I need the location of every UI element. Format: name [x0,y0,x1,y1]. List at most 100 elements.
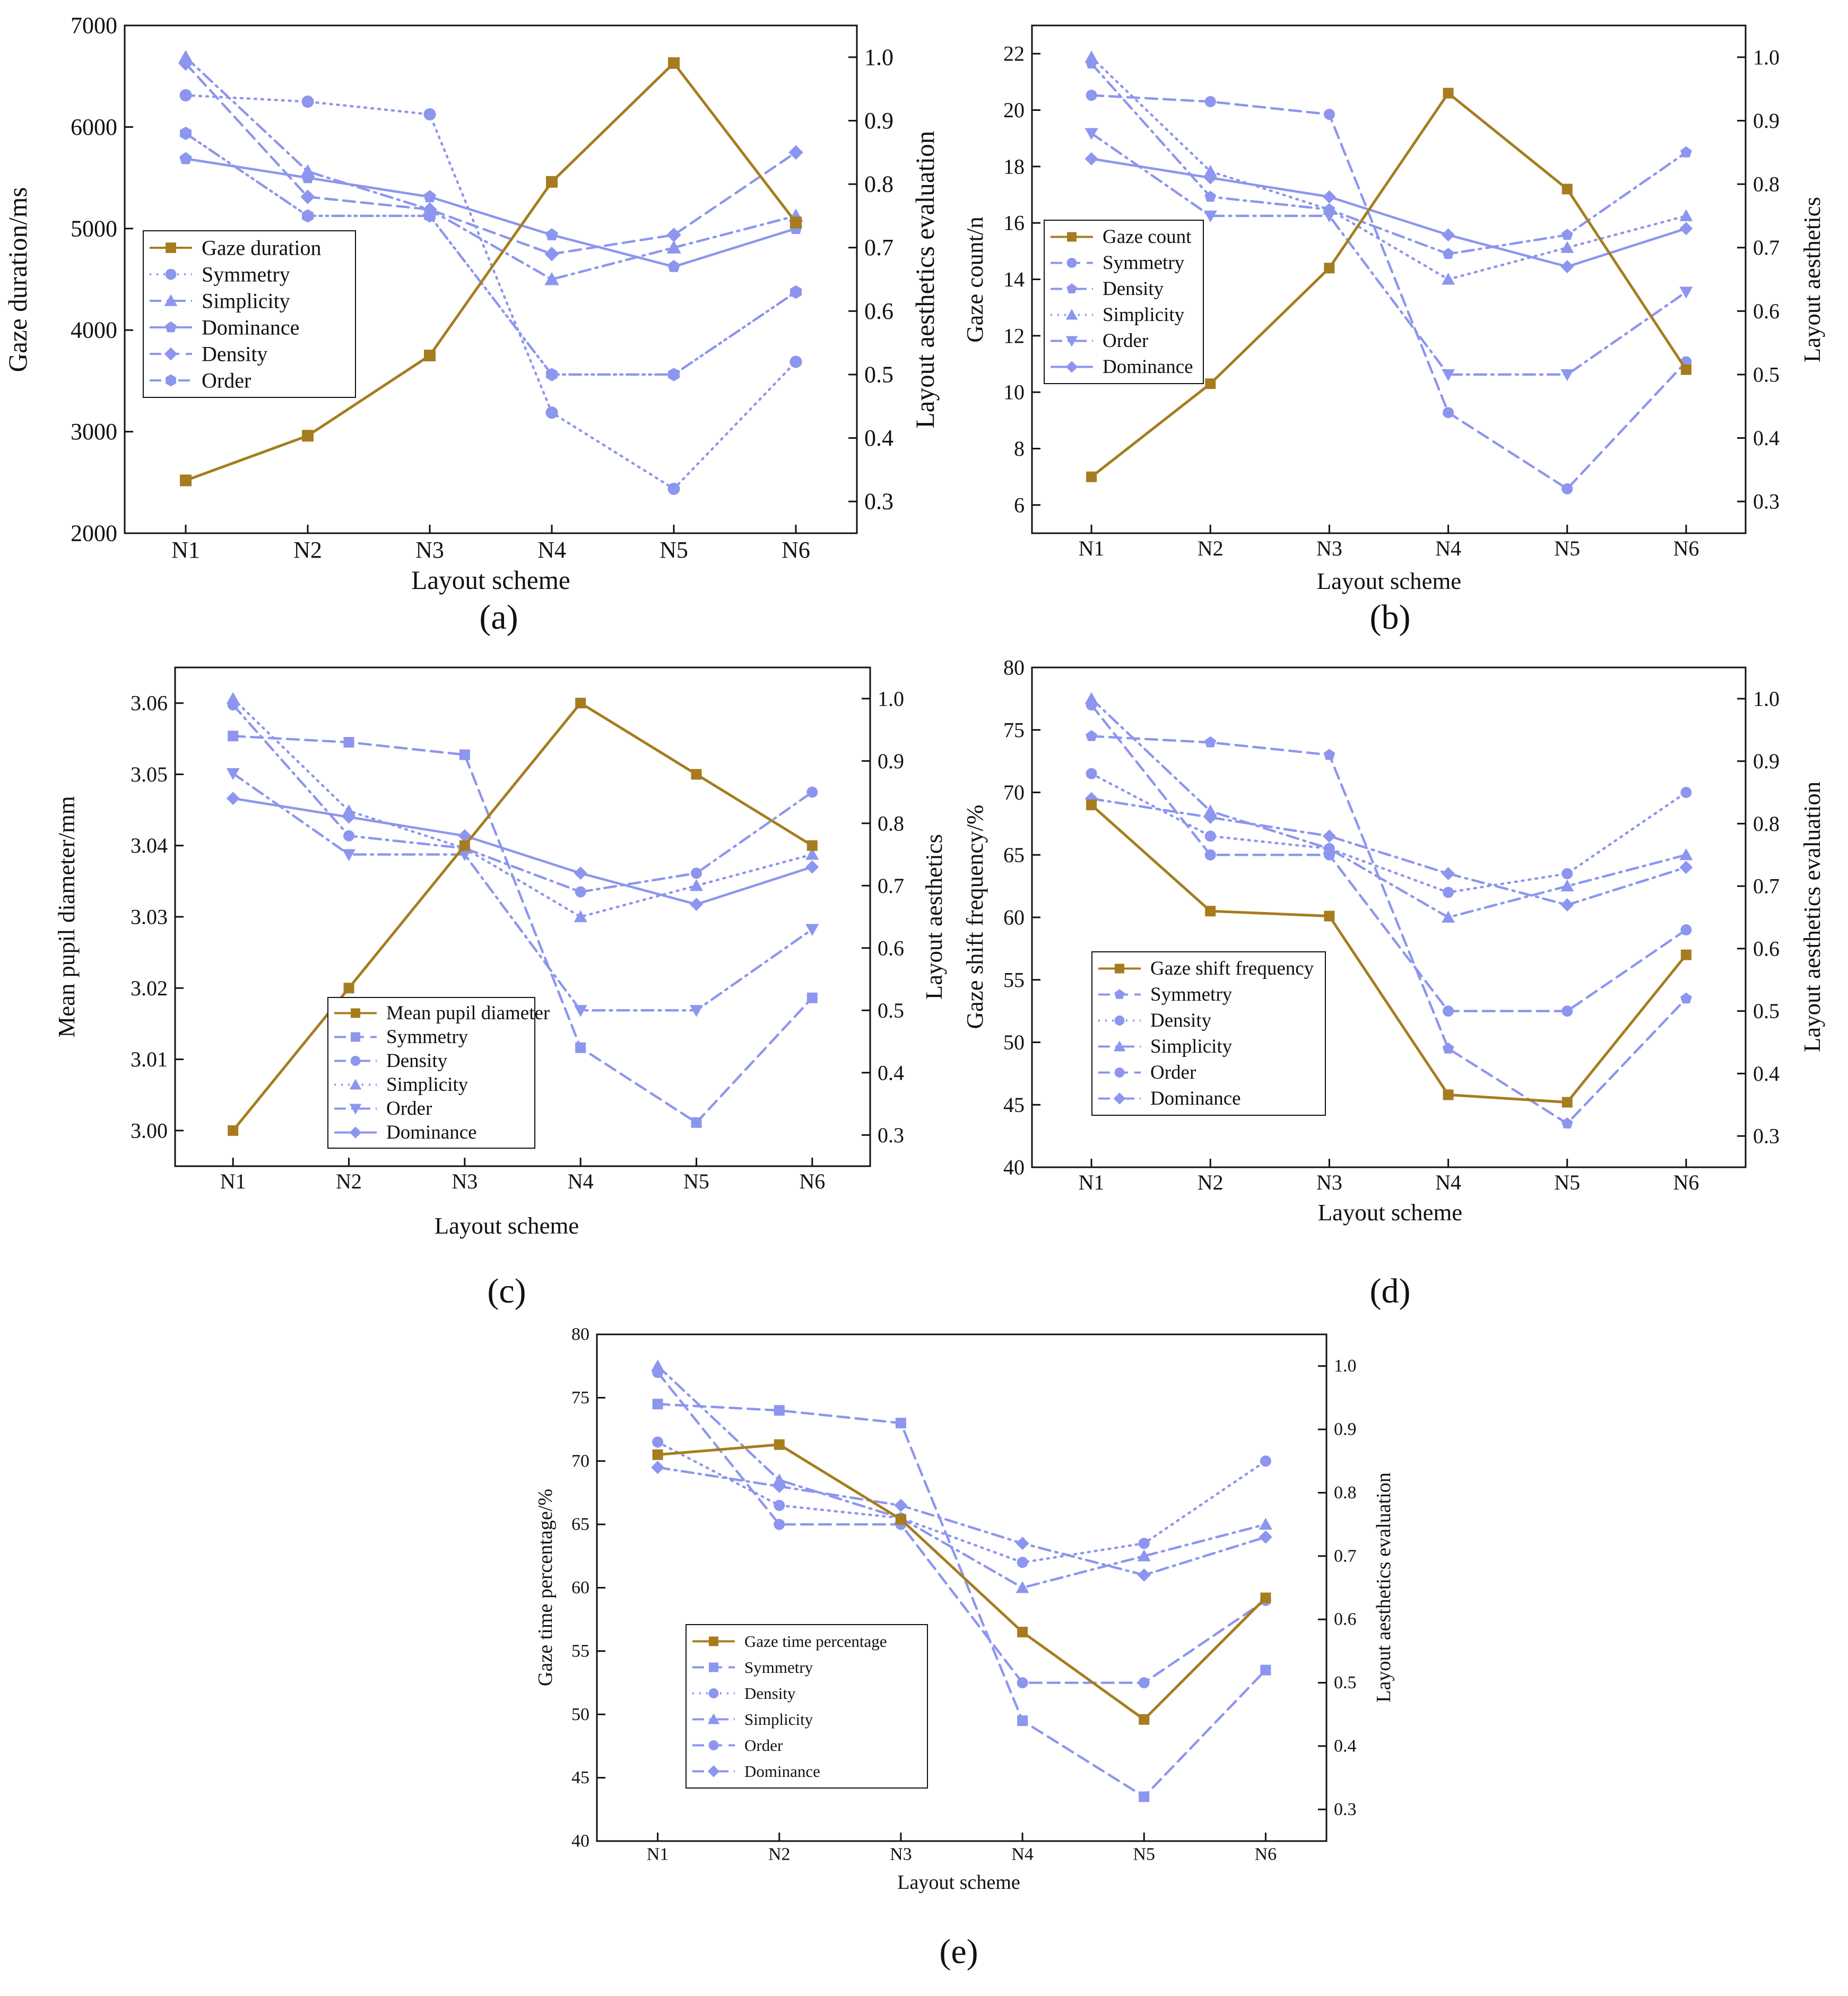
y-right-tick-label: 0.5 [864,361,893,387]
legend-label: Order [202,369,251,393]
data-point [1442,910,1455,923]
data-point [666,228,681,242]
legend-swatch-marker [351,1008,360,1018]
data-point [424,350,436,362]
y-right-axis-title: Layout aesthetics [1799,197,1825,362]
data-point [1680,787,1692,798]
data-point [1138,1677,1150,1689]
y-right-tick-label: 0.6 [878,936,904,960]
y-right-tick-label: 0.5 [878,999,904,1022]
series-density [1086,768,1692,898]
y-tick-label: 4000 [71,317,117,343]
data-point [226,768,240,780]
data-point [1016,1537,1029,1550]
data-point [894,1498,908,1512]
data-point [789,355,802,368]
legend-box [1044,220,1204,384]
y-tick-label: 45 [571,1768,589,1787]
data-point [574,910,587,922]
data-point [1680,949,1691,960]
legend-label: Density [744,1684,796,1703]
legend-label: Dominance [744,1762,820,1781]
series-line [1090,772,1688,894]
legend: Mean pupil diameterSymmetryDensitySimpli… [327,997,550,1149]
series-line [231,797,814,906]
legend-swatch-marker [1065,309,1078,320]
y-right-tick-label: 0.3 [1753,490,1780,514]
y-tick-label: 12 [1003,324,1025,348]
data-point [574,1005,587,1017]
y-axis-title: Gaze time percentage/% [534,1489,557,1686]
series-primary [1086,88,1691,482]
legend-swatch-marker [165,268,177,280]
data-point [1086,730,1097,741]
x-tick-label: N3 [1316,536,1342,560]
series-symmetry [1086,730,1692,1129]
series-line [185,61,797,482]
data-point [788,145,803,160]
y-tick-label: 70 [1003,780,1025,804]
data-point [228,731,239,742]
y-right-axis-title: Layout aesthetics [921,834,947,1000]
series-line [1090,735,1688,1125]
y-tick-label: 80 [571,1325,589,1344]
x-tick-label: N5 [1133,1845,1155,1864]
data-point [1203,811,1217,825]
series-line [656,1466,1267,1576]
data-point [1084,152,1098,166]
data-point [773,1473,786,1486]
legend-box [327,997,535,1149]
legend-swatch-marker [166,242,176,253]
data-point [180,474,192,487]
data-point [1322,829,1336,843]
data-point [178,56,193,71]
y-axis-title: Gaze shift frequency/% [961,805,988,1029]
data-point [652,1367,664,1378]
x-tick-label: N4 [1435,1170,1461,1194]
x-tick-label: N6 [782,537,810,563]
data-point [1322,210,1336,223]
data-point [690,879,703,891]
data-point [1086,768,1097,779]
legend-label: Simplicity [1103,304,1185,326]
x-tick-label: N2 [1198,536,1224,560]
x-tick-label: N2 [768,1845,791,1864]
y-right-tick-label: 0.8 [1753,812,1780,836]
y-tick-label: 6 [1014,493,1025,517]
data-point [806,992,818,1003]
data-point [1679,222,1693,236]
data-point [1204,96,1216,108]
chart-a: 2000 3000 4000 5000 6000 7000 0.3 0.4 0.5 0.6 0.7 0… [3,13,940,637]
legend-swatch-marker [1067,232,1077,242]
y-right-tick-label: 0.9 [864,108,893,134]
data-point [1086,471,1097,482]
legend-swatch-marker [349,1104,362,1115]
y-tick-label: 80 [1003,656,1025,680]
series-simplicity [1084,692,1693,923]
y-tick-label: 70 [571,1451,589,1471]
data-point [424,209,436,223]
legend-label: Dominance [1103,356,1193,378]
series-order [1084,128,1693,381]
legend-label: Mean pupil diameter [386,1002,550,1024]
y-right-tick-label: 0.6 [1753,299,1780,323]
data-point [690,898,703,911]
series-dominance [226,792,819,911]
y-tick-label: 50 [1003,1030,1025,1054]
data-point [774,1518,785,1530]
data-point [1260,1455,1271,1467]
chart-caption: (a) [479,598,518,637]
data-point [667,259,680,272]
y-right-tick-label: 1.0 [1753,45,1780,69]
y-axis-title: Gaze count/n [961,216,988,343]
y-tick-label: 14 [1003,267,1025,291]
data-point [1204,849,1216,861]
series-order [226,768,819,1017]
data-point [228,1125,239,1136]
data-point [459,840,470,851]
x-tick-label: N6 [1673,1170,1699,1194]
data-point [544,272,559,285]
legend-swatch-marker [349,1079,362,1090]
data-point [1017,1627,1028,1638]
data-point [301,96,314,108]
